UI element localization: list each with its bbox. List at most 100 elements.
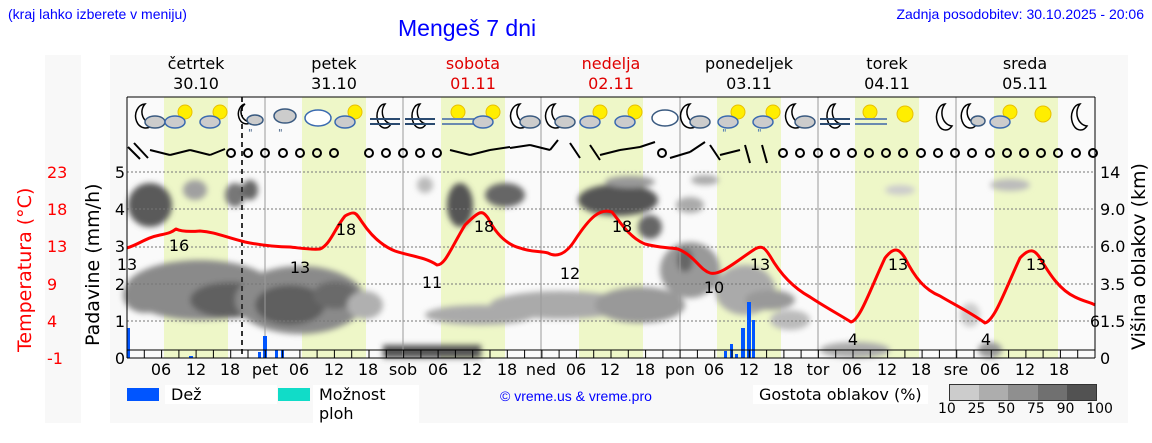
temp-tick: 13 — [47, 237, 68, 256]
day-header: ponedeljek 03.11 — [684, 54, 814, 94]
shower-label: Možnost ploh — [313, 385, 419, 423]
x-tick: 18 — [219, 360, 241, 379]
svg-text:13: 13 — [290, 258, 310, 277]
density-tick: 25 — [967, 401, 986, 417]
sun-icon — [896, 105, 914, 123]
sun-cloud-icon — [579, 104, 608, 129]
copyright-link[interactable]: © vreme.us & vreme.pro — [500, 388, 652, 404]
svg-text:13: 13 — [1026, 255, 1046, 274]
cloud-density-ticks: 10 25 50 75 90 100 — [938, 401, 1113, 417]
cloud-height-tick: 3.5 — [1100, 275, 1126, 294]
svg-text:18: 18 — [336, 220, 356, 239]
svg-text:": " — [757, 128, 762, 139]
x-tick: 06 — [150, 360, 172, 379]
day-name: ponedeljek — [705, 54, 793, 73]
svg-text:4: 4 — [981, 330, 991, 349]
cloud-height-axis-title: Višina oblakov (km) — [1128, 163, 1150, 350]
svg-text:": " — [722, 128, 727, 139]
temperature-labels: 13 16 13 18 11 18 12 18 10 13 4 13 4 13 … — [117, 217, 1100, 349]
x-tick: 12 — [185, 360, 207, 379]
svg-text:18: 18 — [474, 217, 494, 236]
page-title: Mengeš 7 dni — [398, 15, 537, 41]
moon-cloud-icon — [509, 103, 541, 129]
density-tick: 75 — [1026, 401, 1045, 417]
moon-cloud-rain-icon: " — [237, 103, 264, 139]
temp-tick: 4 — [47, 312, 58, 331]
x-tick: 06 — [427, 360, 449, 379]
day-date: 02.11 — [588, 74, 634, 93]
cloud-density-label: Gostota oblakov (%) — [753, 385, 928, 404]
temp-axis-panel — [45, 55, 81, 423]
shower-swatch — [278, 388, 310, 401]
day-header: četrtek 30.10 — [131, 54, 261, 94]
x-tick: 18 — [1048, 360, 1070, 379]
day-header: nedelja 02.11 — [546, 54, 676, 94]
sun-cloud-rain-icon: " — [752, 104, 781, 139]
x-tick: 12 — [599, 360, 621, 379]
day-date: 03.11 — [726, 74, 772, 93]
svg-text:12: 12 — [560, 264, 580, 283]
x-tick: 12 — [1014, 360, 1036, 379]
day-header: sobota 01.11 — [408, 54, 538, 94]
cloud-height-tick: 0 — [1100, 349, 1111, 368]
x-tick: 06 — [288, 360, 310, 379]
svg-text:11: 11 — [422, 273, 442, 292]
precip-tick: 4 — [114, 200, 125, 219]
density-tick: 90 — [1056, 401, 1075, 417]
wind-barbs — [127, 139, 768, 164]
x-tick: 06 — [703, 360, 725, 379]
x-tick: 12 — [323, 360, 345, 379]
svg-text:": " — [278, 128, 283, 139]
sun-cloud-rain-icon: " — [717, 104, 746, 139]
x-tick: tor — [806, 360, 830, 379]
moon-cloud-icon — [960, 103, 986, 129]
density-tick: 100 — [1086, 401, 1113, 417]
sun-cloud-icon — [334, 104, 363, 129]
precip-tick: 0 — [114, 349, 125, 368]
svg-text:18: 18 — [612, 217, 632, 236]
x-tick: 06 — [841, 360, 863, 379]
sun-icon — [1034, 105, 1052, 123]
sun-cloud-icon — [472, 104, 501, 129]
temp-axis-title: Temperatura (°C) — [14, 187, 36, 352]
cloud-height-tick: 1.5 — [1100, 312, 1126, 331]
x-tick: sre — [943, 360, 969, 379]
day-name: torek — [866, 54, 908, 73]
sun-cloud-icon — [199, 104, 228, 129]
day-dividers — [264, 97, 957, 358]
day-date: 31.10 — [311, 74, 357, 93]
last-update: Zadnja posodobitev: 30.10.2025 - 20:06 — [896, 6, 1144, 22]
temp-tick: -1 — [47, 349, 63, 368]
wind-calm-markers — [226, 148, 1098, 158]
x-tick: 18 — [357, 360, 379, 379]
x-tick: 18 — [496, 360, 518, 379]
precip-tick: 2 — [114, 275, 125, 294]
cloud-height-tick: 6.0 — [1100, 237, 1126, 256]
day-date: 04.11 — [864, 74, 910, 93]
day-name: nedelja — [581, 54, 641, 73]
day-name: četrtek — [167, 54, 225, 73]
cloud-height-tick: 9.0 — [1100, 200, 1126, 219]
sun-cloud-icon — [989, 104, 1018, 129]
rain-label: Dež — [165, 385, 277, 404]
x-tick: pon — [664, 360, 696, 379]
location-hint[interactable]: (kraj lahko izberete v meniju) — [8, 6, 187, 22]
rain-swatch — [127, 388, 159, 401]
temp-tick: 9 — [47, 275, 58, 294]
day-name: sreda — [1002, 54, 1048, 73]
day-name: petek — [311, 54, 357, 73]
precip-tick: 3 — [114, 237, 125, 256]
temp-tick: 23 — [47, 163, 68, 182]
moon-icon — [1070, 103, 1089, 131]
x-ticks — [143, 350, 1079, 358]
moon-cloud-icon — [679, 103, 711, 129]
day-header: sreda 05.11 — [960, 54, 1090, 94]
precip-tick: 1 — [114, 312, 125, 331]
cloud-overcast-icon — [651, 109, 679, 127]
day-date: 05.11 — [1002, 74, 1048, 93]
cloud-overcast-icon — [304, 109, 332, 127]
x-tick: 06 — [979, 360, 1001, 379]
density-tick: 50 — [997, 401, 1016, 417]
temp-tick: 18 — [47, 200, 68, 219]
